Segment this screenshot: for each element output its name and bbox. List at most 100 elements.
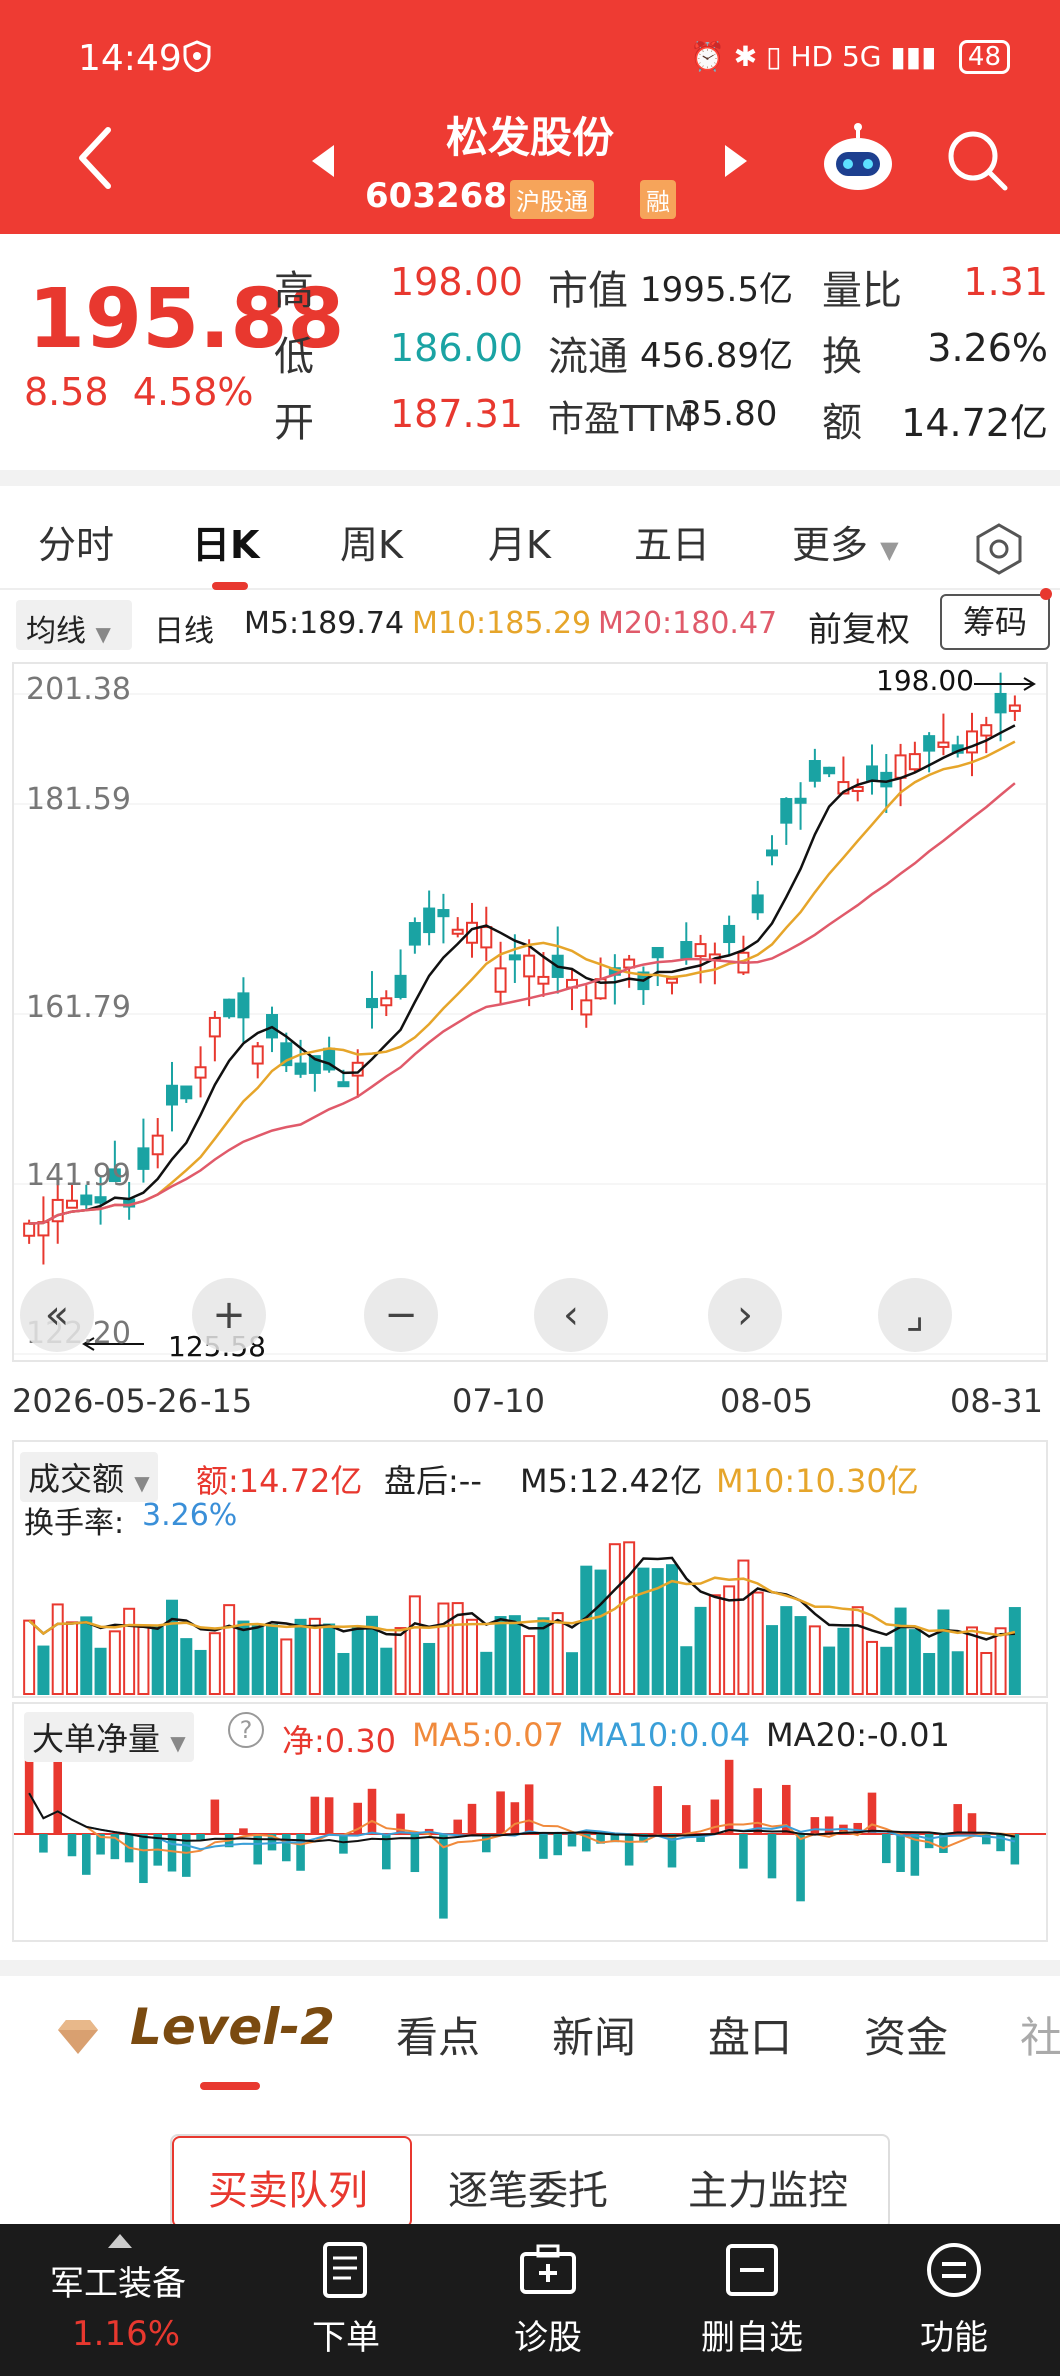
kline-candle [137, 1118, 150, 1183]
settings-hexagon-icon[interactable] [972, 522, 1026, 576]
tab-monthly-k[interactable]: 月K [488, 523, 551, 567]
volume-bar [494, 1616, 507, 1695]
tab-fenshi[interactable]: 分时 [38, 523, 115, 567]
scroll-left-fast-button[interactable]: « [20, 1278, 94, 1352]
date-label-1: 2026-05-26 [12, 1382, 198, 1420]
volume-bar [280, 1638, 293, 1696]
big-order-bar [639, 1834, 648, 1843]
volume-bar [451, 1602, 464, 1696]
volume-bar [151, 1626, 164, 1695]
big-order-bar [239, 1828, 248, 1834]
date-label-5: 08-31 [950, 1382, 1043, 1420]
kline-candle [966, 712, 978, 777]
big-order-bar [853, 1822, 862, 1834]
functions-button[interactable]: 功能 [920, 2318, 988, 2358]
kline-candle [437, 893, 450, 944]
ma-selector[interactable]: 均线 ▼ [16, 600, 132, 650]
battery-indicator: 48 [958, 40, 1010, 74]
volume-bar [580, 1565, 593, 1695]
volume-bar [751, 1591, 764, 1695]
tab-kandian[interactable]: 看点 [396, 2013, 481, 2062]
volume-bar [951, 1651, 964, 1696]
high-label: 高 [274, 268, 314, 314]
kline-candle [237, 977, 250, 1043]
chips-button[interactable]: 筹码 [940, 594, 1050, 650]
pe-value: 35.80 [680, 394, 778, 434]
big-order-bar [267, 1834, 277, 1851]
queue-tabs: 买卖队列 逐笔委托 主力监控 [170, 2134, 890, 2230]
tab-level2[interactable]: Level-2 [130, 1998, 335, 2056]
kline-candle [951, 735, 964, 758]
big-order-bar [467, 1803, 477, 1834]
big-order-bar [739, 1834, 748, 1869]
tab-buy-sell-queue[interactable]: 买卖队列 [208, 2168, 368, 2214]
volume-bar [980, 1651, 993, 1695]
big-order-bar [539, 1834, 548, 1859]
volume-bar [637, 1567, 650, 1695]
big-order-bar [810, 1817, 820, 1834]
big-order-bar [282, 1834, 291, 1862]
amount-label: 额 [822, 400, 862, 446]
tab-weekly-k[interactable]: 周K [340, 523, 403, 567]
tab-community[interactable]: 社 [1020, 2013, 1060, 2062]
zoom-in-button[interactable]: + [192, 1278, 266, 1352]
kline-candle [1008, 695, 1021, 721]
volume-bar [108, 1630, 121, 1695]
robot-assistant-icon[interactable] [818, 120, 898, 200]
volume-selector[interactable]: 成交额 ▼ [20, 1452, 158, 1502]
low-arrow [82, 1337, 144, 1351]
kline-candle [37, 1196, 50, 1265]
help-icon[interactable]: ? [228, 1712, 264, 1748]
big-order-bar [824, 1816, 834, 1834]
y-label-2: 181.59 [26, 782, 131, 817]
stock-name: 松发股份 [445, 113, 614, 162]
fuquan-selector[interactable]: 前复权 [808, 610, 910, 650]
big-order-bar [367, 1788, 377, 1834]
tab-funds[interactable]: 资金 [864, 2013, 949, 2062]
big-order-bar [382, 1834, 391, 1870]
diagnose-button[interactable]: 诊股 [514, 2318, 582, 2358]
scroll-left-button[interactable]: ‹ [534, 1278, 608, 1352]
tab-news[interactable]: 新闻 [552, 2013, 637, 2062]
tab-more[interactable]: 更多 ▼ [792, 523, 899, 567]
tab-daily-k[interactable]: 日K [192, 523, 260, 567]
back-arrow-icon[interactable] [74, 126, 114, 190]
fullscreen-button[interactable]: ⌟ [878, 1278, 952, 1352]
kline-candle [394, 949, 407, 1000]
kline-candle [823, 766, 836, 778]
volume-bar [66, 1621, 78, 1695]
turnover-rate-value: 3.26% [142, 1498, 238, 1533]
volume-bar [680, 1646, 693, 1695]
search-icon[interactable] [945, 128, 1009, 192]
tab-main-monitor[interactable]: 主力监控 [688, 2168, 848, 2214]
big-order-bar [110, 1834, 120, 1860]
zoom-out-button[interactable]: − [364, 1278, 438, 1352]
remove-watchlist-button[interactable]: 删自选 [701, 2318, 803, 2358]
volume-bar [80, 1616, 93, 1696]
sector-name[interactable]: 军工装备 [50, 2264, 186, 2304]
volume-bar [551, 1612, 564, 1696]
kline-candle [408, 917, 421, 954]
big-order-selector[interactable]: 大单净量 ▼ [24, 1712, 194, 1762]
kline-candle [851, 778, 864, 802]
volume-bar [508, 1615, 521, 1695]
tab-pankou[interactable]: 盘口 [708, 2013, 793, 2062]
volume-bar [308, 1617, 321, 1695]
next-stock-arrow-icon[interactable] [725, 145, 747, 177]
big-order-bar [967, 1813, 977, 1834]
volume-bar [908, 1629, 921, 1695]
stock-code: 603268 [365, 176, 507, 216]
expand-up-icon[interactable] [108, 2234, 132, 2248]
kline-candle [194, 1046, 207, 1098]
scroll-right-button[interactable]: › [708, 1278, 782, 1352]
big-order-chart[interactable] [12, 1702, 1048, 1942]
big-order-bar [524, 1784, 534, 1834]
big-order-bar [167, 1834, 177, 1872]
prev-stock-arrow-icon[interactable] [312, 145, 334, 177]
kline-chart[interactable] [12, 662, 1048, 1362]
order-button[interactable]: 下单 [312, 2318, 380, 2358]
tab-order-by-order[interactable]: 逐笔委托 [448, 2168, 608, 2214]
tab-five-day[interactable]: 五日 [634, 523, 711, 567]
volume-chart[interactable] [12, 1440, 1048, 1698]
volume-bar [837, 1627, 850, 1695]
